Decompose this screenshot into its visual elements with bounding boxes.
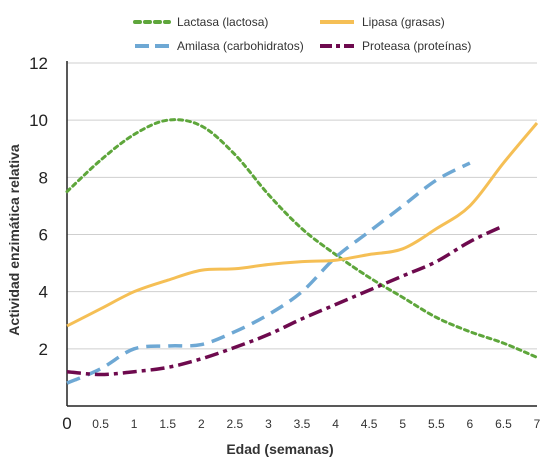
y-tick-label: 8 xyxy=(39,168,48,187)
series-line-2 xyxy=(66,161,471,385)
x-tick-label: 4.5 xyxy=(361,417,378,431)
tick-labels: 2 4 6 8 10 12 0 0.5 1 1.5 2 2.5 3 3.5 4 4.5 5 5.5 6 6.5 7 xyxy=(29,54,541,433)
x-tick-label: 2.5 xyxy=(227,417,244,431)
x-tick-label: 6 xyxy=(467,417,474,431)
series-lines xyxy=(65,118,539,385)
y-tick-label: 4 xyxy=(39,283,48,302)
x-tick-label: 6.5 xyxy=(495,417,512,431)
x-tick-label: 4 xyxy=(332,417,339,431)
x-axis-title: Edad (semanas) xyxy=(226,441,333,457)
series-line-4 xyxy=(66,224,505,377)
x-tick-label: 5 xyxy=(399,417,406,431)
y-tick-label: 2 xyxy=(39,340,48,359)
legend-label-1: Lactasa (lactosa) xyxy=(177,15,268,29)
y-tick-label: 10 xyxy=(29,111,48,130)
x-tick-label: 7 xyxy=(534,417,541,431)
x-tick-label: 1.5 xyxy=(159,417,176,431)
legend-label-2: Amilasa (carbohidratos) xyxy=(177,39,304,53)
y-axis-title: Actividad enzimática relativa xyxy=(6,144,22,336)
legend-label-3: Lipasa (grasas) xyxy=(362,15,445,29)
x-tick-label: 2 xyxy=(198,417,205,431)
series-line-1 xyxy=(65,118,539,359)
grid-lines xyxy=(67,62,537,350)
origin-tick-label: 0 xyxy=(62,414,71,433)
legend: Lactasa (lactosa) Lipasa (grasas) Amilasa … xyxy=(133,15,471,53)
legend-label-4: Proteasa (proteínas) xyxy=(362,39,471,53)
x-tick-label: 3.5 xyxy=(294,417,311,431)
series-line-3 xyxy=(66,122,539,328)
y-tick-label: 6 xyxy=(39,226,48,245)
x-tick-label: 5.5 xyxy=(428,417,445,431)
x-tick-label: 3 xyxy=(265,417,272,431)
y-tick-label: 12 xyxy=(29,54,48,73)
x-tick-label: 1 xyxy=(131,417,138,431)
axes xyxy=(66,61,537,407)
x-tick-label: 0.5 xyxy=(92,417,109,431)
